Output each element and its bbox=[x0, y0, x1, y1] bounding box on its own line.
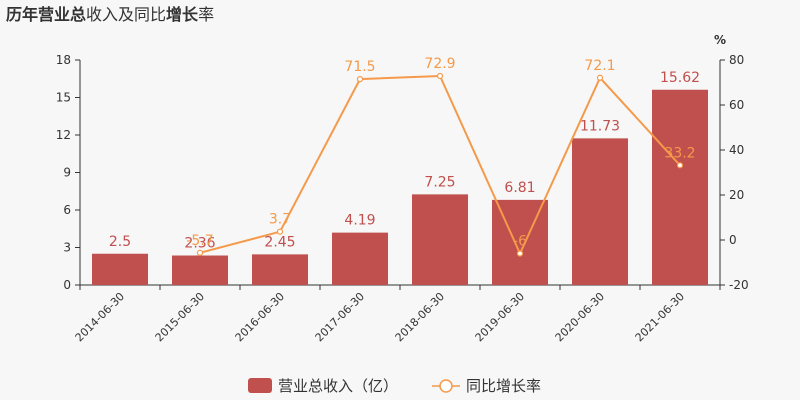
y-right-tick-label: 80 bbox=[729, 53, 744, 67]
line-series bbox=[196, 72, 684, 257]
line-point bbox=[356, 76, 364, 83]
line-value-label: 71.5 bbox=[344, 59, 375, 75]
bar-value-label: 7.25 bbox=[424, 174, 455, 190]
bar-series bbox=[92, 89, 708, 285]
y-right-tick-label: 40 bbox=[729, 143, 744, 157]
line-value-label: 72.1 bbox=[584, 58, 615, 74]
bar bbox=[652, 89, 708, 285]
axes: 0 3 6 9 12 15 18 -20 0 20 40 60 80% 2014-06-30 2015-06… bbox=[56, 33, 749, 344]
legend: 营业总收入（亿） 同比增长率 bbox=[248, 377, 541, 395]
legend-bar-swatch bbox=[248, 378, 272, 393]
y-right-tick-label: 0 bbox=[729, 233, 737, 247]
chart-title-part: 率 bbox=[198, 5, 214, 24]
y-right-tick-label: -20 bbox=[729, 278, 749, 292]
legend-bar-label: 营业总收入（亿） bbox=[278, 377, 398, 395]
bar-value-label: 15.62 bbox=[660, 70, 700, 86]
bar bbox=[572, 138, 628, 285]
bar-value-label: 6.81 bbox=[504, 180, 535, 196]
chart-title-part: 增长 bbox=[166, 5, 199, 24]
data-labels: 2.5 2.36 2.45 4.19 7.25 6.81 11.73 15.62 -5.7 3.7… bbox=[109, 56, 700, 252]
line-point bbox=[676, 162, 684, 169]
x-tick-label: 2014-06-30 bbox=[73, 290, 127, 344]
x-tick-label: 2016-06-30 bbox=[233, 290, 287, 344]
line-point bbox=[436, 72, 444, 80]
y-right-unit: % bbox=[714, 33, 726, 47]
y-left-tick-label: 3 bbox=[63, 241, 71, 255]
line-point bbox=[276, 228, 284, 235]
line-value-label: 72.9 bbox=[424, 56, 455, 72]
chart-title-part: 营业总 bbox=[38, 5, 86, 24]
y-right-tick-label: 60 bbox=[729, 98, 744, 112]
bar bbox=[92, 253, 148, 285]
chart-title: 历年营业总收入及同比增长率 bbox=[6, 5, 214, 24]
bar-value-label: 4.19 bbox=[344, 213, 375, 229]
chart-title-part: 收入及同比 bbox=[86, 5, 166, 24]
bar bbox=[252, 254, 308, 285]
y-left-tick-label: 6 bbox=[63, 203, 71, 217]
bar-value-label: 2.36 bbox=[184, 236, 215, 252]
y-left-tick-label: 9 bbox=[63, 166, 71, 180]
y-right-tick-label: 20 bbox=[729, 188, 744, 202]
y-left-tick-label: 0 bbox=[63, 278, 71, 292]
line-value-label: -5.7 bbox=[186, 233, 213, 249]
bar bbox=[412, 194, 468, 285]
bar bbox=[332, 232, 388, 285]
y-left-tick-label: 18 bbox=[56, 53, 71, 67]
x-tick-label: 2019-06-30 bbox=[473, 290, 527, 344]
line-value-label: 33.2 bbox=[664, 145, 695, 161]
line-point bbox=[196, 249, 204, 256]
line-value-label: -6 bbox=[513, 234, 527, 250]
chart-title-part: 历年 bbox=[6, 5, 38, 24]
bar-value-label: 2.45 bbox=[264, 234, 295, 250]
x-tick-label: 2020-06-30 bbox=[553, 290, 607, 344]
legend-line-marker bbox=[439, 379, 453, 393]
line-value-label: 3.7 bbox=[269, 212, 291, 228]
bar-value-label: 2.5 bbox=[109, 234, 131, 250]
x-tick-label: 2021-06-30 bbox=[633, 290, 687, 344]
line-point bbox=[596, 74, 604, 81]
bar bbox=[172, 255, 228, 285]
legend-line-label: 同比增长率 bbox=[466, 377, 541, 395]
bar-value-label: 11.73 bbox=[580, 118, 620, 134]
y-left-tick-label: 12 bbox=[56, 128, 71, 142]
line-point bbox=[516, 250, 524, 257]
x-tick-label: 2015-06-30 bbox=[153, 290, 207, 344]
y-left-tick-label: 15 bbox=[56, 91, 71, 105]
x-tick-label: 2018-06-30 bbox=[393, 290, 447, 344]
x-tick-label: 2017-06-30 bbox=[313, 290, 367, 344]
